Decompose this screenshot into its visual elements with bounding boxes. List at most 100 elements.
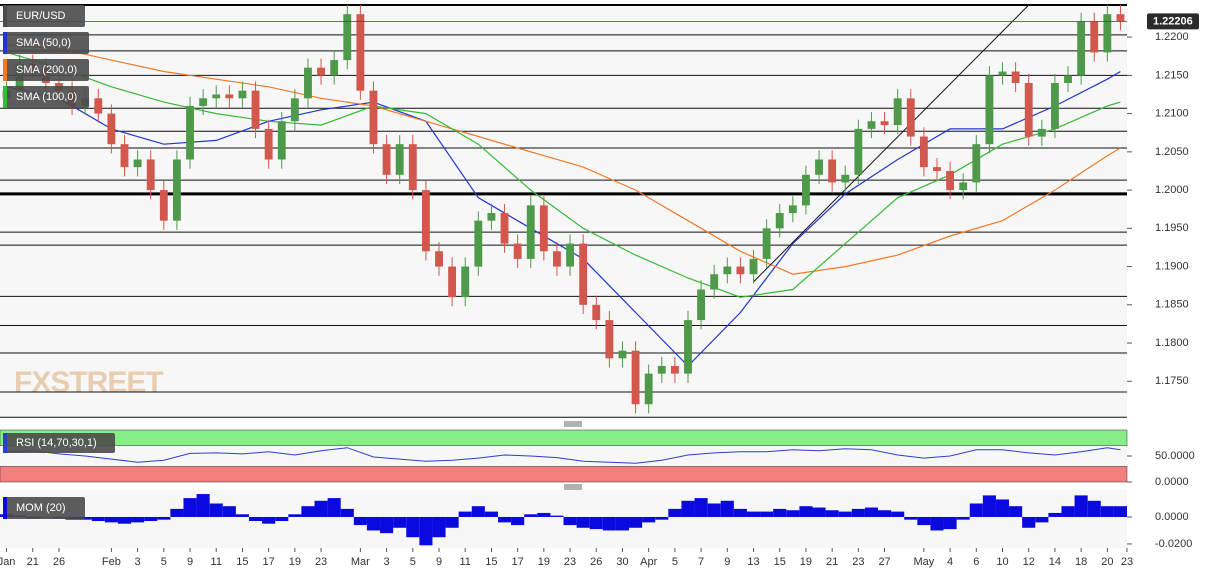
mom-bar [1009,506,1023,517]
trend-line [753,4,1030,283]
mom-bar [209,503,223,517]
x-tick-label: 17 [263,556,275,568]
candle-body [356,14,365,91]
mom-bar [694,498,708,517]
mom-bar [432,516,446,538]
mom-bar [170,508,184,517]
x-tick-label: 10 [996,556,1008,568]
mom-bar [943,516,957,530]
candle-body [330,60,339,76]
candle-body [1077,21,1086,76]
x-tick-label: 19 [538,556,550,568]
mom-bar [1074,495,1088,517]
legend-label: SMA (50,0) [16,37,71,49]
candle-body [500,213,509,244]
zone [0,466,1128,483]
candle-body [343,14,352,61]
candle-body [933,167,941,171]
y-tick-label: 1.1950 [1155,222,1189,234]
candle-body [762,228,771,259]
mom-bar [380,516,394,534]
splitter[interactable] [564,421,582,427]
x-tick-label: 13 [747,556,759,568]
mom-bar [825,510,839,517]
mom-bar [642,516,656,523]
mom-bar [589,516,603,530]
mom-bar [301,506,315,517]
x-tick-label: 3 [135,556,141,568]
candle-body [304,67,312,99]
mom-bar [864,507,879,517]
mom-bar [746,511,761,517]
candle-body [94,98,103,114]
y-tick-label: 1.1900 [1155,260,1189,272]
candle-body [1090,21,1099,53]
x-tick-label: 19 [289,556,301,568]
legend-box [3,5,85,27]
x-tick-label: 21 [826,556,838,568]
candle-body [172,159,181,221]
splitter[interactable] [564,484,582,490]
mom-bar [969,503,983,517]
mom-bar [104,516,118,523]
sma-line [6,44,1121,275]
candle-body [526,205,535,259]
candle-body [513,243,522,259]
mom-bar [838,511,852,517]
legend-box [3,497,85,519]
candle-body [841,174,850,183]
mom-bar [340,508,354,517]
candle-body [553,251,561,267]
y-tick-label: 1.2050 [1155,146,1189,158]
candle-body [421,190,430,252]
mom-bar [262,516,276,524]
candle-body [670,365,679,374]
candle-body [120,144,129,168]
mom-bar [733,508,747,517]
y-tick-label: -0.0200 [1155,538,1192,550]
mom-bar [196,494,210,517]
x-tick-label: 23 [564,556,576,568]
x-tick-label: 12 [1023,556,1035,568]
candle-body [146,159,155,191]
candle-body [186,105,194,160]
x-tick-label: May [913,556,934,568]
last-price-box [1147,13,1199,30]
legend-label: RSI (14,70,30,1) [16,437,97,449]
mom-bar [760,511,774,517]
candle-body [1103,14,1112,53]
candle-body [919,136,928,168]
candle-body [317,67,325,76]
legend-box [3,59,89,81]
candle-body [199,98,208,106]
x-tick-label: 15 [485,556,497,568]
legend-box [3,433,115,453]
x-tick-label: 20 [1101,556,1113,568]
candle-body [998,71,1007,76]
mom-bar [78,516,92,520]
candle-body [959,182,968,191]
candle-body [382,144,391,175]
x-tick-label: 3 [384,556,390,568]
candle-body [893,98,902,126]
mom-bar [904,516,918,520]
legend-label: MOM (20) [16,502,66,514]
candle-body [212,94,221,99]
candle-body [631,350,640,405]
mom-bar [720,500,734,517]
mom-bar [812,507,826,517]
x-tick-label: Mar [351,556,370,568]
candle-body [644,373,653,405]
candle-body [684,320,692,374]
candle-body [1037,128,1046,137]
mom-bar [157,516,171,520]
x-tick-label: 19 [800,556,812,568]
candle-body [290,98,299,122]
y-tick-label: 0.0000 [1155,476,1189,488]
candle-body [854,128,863,175]
legend-swatch [3,59,7,81]
mom-bar [235,514,249,517]
candle-body [605,320,614,359]
mom-bar [497,516,512,523]
